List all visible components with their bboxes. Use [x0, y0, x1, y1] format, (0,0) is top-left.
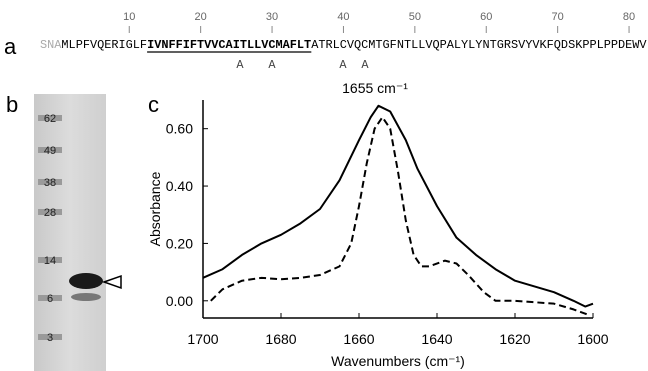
- y-axis-label: Absorbance: [147, 171, 163, 246]
- y-tick-label: 0.20: [166, 235, 193, 251]
- y-tick-label: 0.00: [166, 293, 193, 309]
- mutation: A: [339, 58, 347, 72]
- y-tick-label: 0.60: [166, 121, 193, 137]
- gel-band: [69, 273, 103, 289]
- line: [203, 106, 593, 307]
- sequence-segment: SNA: [40, 38, 62, 52]
- ruler-label: 50: [409, 11, 421, 23]
- marker-label: 28: [44, 207, 56, 219]
- panel-label: a: [4, 34, 17, 59]
- sequence: SNAMLPFVQERIGLFIVNFFIFTVVCAITLLVCMAFLTAT…: [40, 38, 647, 52]
- arrow: [104, 276, 121, 288]
- ruler-label: 70: [552, 11, 564, 23]
- mutation: A: [236, 58, 244, 72]
- x-tick-label: 1620: [499, 331, 530, 347]
- mutation: A: [361, 58, 369, 72]
- x-tick-label: 1600: [577, 331, 608, 347]
- figure: a b c 10 20 30 40 50 60 70 80 SNAMLPFVQERIGLFIVN…: [0, 0, 648, 371]
- sequence-segment: IVNFFIFTVVCAITLLVCMAFLT: [147, 38, 311, 52]
- ruler-label: 20: [195, 11, 207, 23]
- mutation: A: [268, 58, 276, 72]
- x-tick-label: 1640: [421, 331, 452, 347]
- x-axis-label: Wavenumbers (cm⁻¹): [331, 353, 465, 369]
- sequence-segment: ATRLCVQCMTGFNTLLVQPALYLYNTGRSVYVKFQDSKPP…: [311, 38, 647, 52]
- ruler-label: 60: [480, 11, 492, 23]
- marker-label: 62: [44, 113, 56, 125]
- marker-label: 14: [44, 255, 56, 267]
- panel-label: c: [148, 92, 159, 117]
- ruler-label: 10: [123, 11, 135, 23]
- ruler-label: 80: [623, 11, 635, 23]
- x-tick-label: 1660: [343, 331, 374, 347]
- marker-label: 38: [44, 177, 56, 189]
- x-tick-label: 1700: [187, 331, 218, 347]
- marker-label: 6: [47, 293, 53, 305]
- marker-label: 49: [44, 145, 56, 157]
- ruler-label: 40: [337, 11, 349, 23]
- annotation: 1655 cm⁻¹: [342, 80, 408, 96]
- sequence-segment: MLPFVQERIGLF: [61, 38, 147, 52]
- page: a b c 10 20 30 40 50 60 70 80 SNAMLPFVQERIGLFIVN…: [0, 0, 648, 371]
- gel-band: [71, 293, 101, 301]
- gel: [34, 94, 106, 371]
- x-tick-label: 1680: [265, 331, 296, 347]
- marker-label: 3: [47, 332, 53, 344]
- ruler-label: 30: [266, 11, 278, 23]
- panel-label: b: [6, 92, 18, 117]
- y-tick-label: 0.40: [166, 178, 193, 194]
